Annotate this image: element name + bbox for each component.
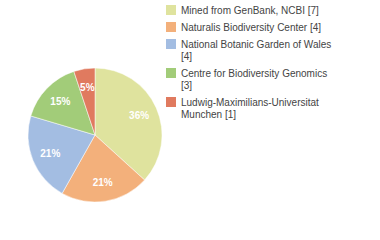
legend-label: Centre for Biodiversity Genomics[3] <box>181 68 327 91</box>
data-label: 21% <box>93 177 113 188</box>
legend-line: National Botanic Garden of Wales <box>181 39 331 50</box>
legend-label: Ludwig-Maximilians-UniversitatMunchen [1… <box>181 97 319 120</box>
legend-swatch <box>166 68 176 78</box>
legend-item: Mined from GenBank, NCBI [7] <box>166 5 319 16</box>
legend-item: Ludwig-Maximilians-UniversitatMunchen [1… <box>166 97 319 120</box>
legend-swatch <box>166 5 176 15</box>
data-label: 21% <box>40 148 60 159</box>
legend-line: Ludwig-Maximilians-Universitat <box>181 97 319 108</box>
legend-line: Centre for Biodiversity Genomics <box>181 68 327 79</box>
slice-group <box>28 68 162 202</box>
legend-label: National Botanic Garden of Wales[4] <box>181 39 331 62</box>
chart: 36% 21% 21% 15% 5% Mined from GenBank, NCBI [… <box>0 0 380 240</box>
data-label: 15% <box>50 96 70 107</box>
legend-line: Mined from GenBank, NCBI [7] <box>181 5 319 16</box>
slices <box>28 68 162 202</box>
legend-line: Munchen [1] <box>181 109 236 120</box>
legend-line: [4] <box>181 51 192 62</box>
legend-line: Naturalis Biodiversity Center [4] <box>181 22 321 33</box>
legend-swatch <box>166 97 176 107</box>
legend-swatch <box>166 39 176 49</box>
pie: 36% 21% 21% 15% 5% <box>28 68 162 202</box>
legend-swatch <box>166 22 176 32</box>
legend-line: [3] <box>181 80 192 91</box>
pie-slice <box>74 68 95 135</box>
legend: Mined from GenBank, NCBI [7] Naturalis Bi… <box>166 5 331 120</box>
legend-item: Naturalis Biodiversity Center [4] <box>166 22 321 33</box>
legend-label: Naturalis Biodiversity Center [4] <box>181 22 321 33</box>
legend-item: National Botanic Garden of Wales[4] <box>166 39 331 62</box>
data-label: 36% <box>129 110 149 121</box>
data-label: 5% <box>80 82 95 93</box>
legend-item: Centre for Biodiversity Genomics[3] <box>166 68 327 91</box>
legend-label: Mined from GenBank, NCBI [7] <box>181 5 319 16</box>
